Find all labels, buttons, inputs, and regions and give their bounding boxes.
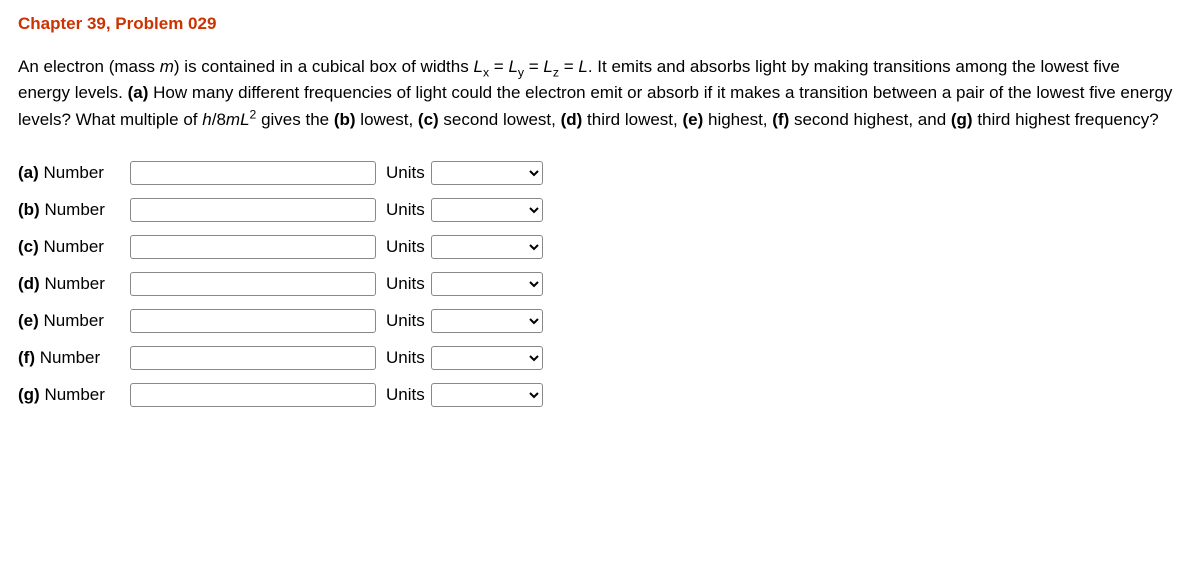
text-fragment: third highest frequency? [973, 110, 1159, 129]
row-part-letter: (d) [18, 274, 40, 293]
part-c-label: (c) [418, 110, 439, 129]
units-label: Units [386, 385, 425, 405]
row-number-word: Number [40, 274, 105, 293]
units-select-b[interactable] [431, 198, 543, 222]
text-fragment: highest, [703, 110, 772, 129]
text-fragment: = [489, 57, 508, 76]
row-number-word: Number [40, 200, 105, 219]
units-select-d[interactable] [431, 272, 543, 296]
part-e-label: (e) [682, 110, 703, 129]
answer-row-a: (a) Number Units [18, 161, 1182, 185]
answer-row-f: (f) Number Units [18, 346, 1182, 370]
answer-row-e: (e) Number Units [18, 309, 1182, 333]
text-fragment: lowest, [356, 110, 418, 129]
var-L: L [578, 57, 587, 76]
row-number-word: Number [39, 163, 104, 182]
units-select-c[interactable] [431, 235, 543, 259]
row-part-letter: (b) [18, 200, 40, 219]
chapter-title: Chapter 39, Problem 029 [18, 14, 1182, 34]
var-m: m [160, 57, 174, 76]
row-label: (b) Number [18, 200, 130, 220]
units-label: Units [386, 274, 425, 294]
var-L: L [508, 57, 517, 76]
answer-row-b: (b) Number Units [18, 198, 1182, 222]
text-fragment: second highest, and [789, 110, 951, 129]
row-number-word: Number [39, 237, 104, 256]
units-select-e[interactable] [431, 309, 543, 333]
number-input-e[interactable] [130, 309, 376, 333]
number-input-f[interactable] [130, 346, 376, 370]
number-input-g[interactable] [130, 383, 376, 407]
answer-row-c: (c) Number Units [18, 235, 1182, 259]
problem-text: An electron (mass m) is contained in a c… [18, 54, 1173, 133]
units-label: Units [386, 200, 425, 220]
text-fragment: second lowest, [439, 110, 561, 129]
part-d-label: (d) [561, 110, 583, 129]
var-L: L [543, 57, 552, 76]
units-label: Units [386, 163, 425, 183]
number-input-c[interactable] [130, 235, 376, 259]
text-fragment: = [559, 57, 578, 76]
units-select-a[interactable] [431, 161, 543, 185]
row-part-letter: (g) [18, 385, 40, 404]
row-label: (e) Number [18, 311, 130, 331]
row-label: (a) Number [18, 163, 130, 183]
text-fragment: An electron (mass [18, 57, 160, 76]
number-input-a[interactable] [130, 161, 376, 185]
units-label: Units [386, 348, 425, 368]
part-b-label: (b) [334, 110, 356, 129]
text-fragment: ) is contained in a cubical box of width… [174, 57, 474, 76]
text-fragment: = [524, 57, 543, 76]
row-part-letter: (f) [18, 348, 35, 367]
row-part-letter: (e) [18, 311, 39, 330]
units-label: Units [386, 237, 425, 257]
row-label: (c) Number [18, 237, 130, 257]
units-label: Units [386, 311, 425, 331]
text-fragment: third lowest, [582, 110, 682, 129]
number-input-d[interactable] [130, 272, 376, 296]
answer-row-d: (d) Number Units [18, 272, 1182, 296]
row-label: (f) Number [18, 348, 130, 368]
var-L: L [473, 57, 482, 76]
page-root: Chapter 39, Problem 029 An electron (mas… [0, 0, 1200, 447]
number-input-b[interactable] [130, 198, 376, 222]
units-select-g[interactable] [431, 383, 543, 407]
var-h: h [202, 110, 211, 129]
var-mL: mL [226, 110, 250, 129]
part-g-label: (g) [951, 110, 973, 129]
part-f-label: (f) [772, 110, 789, 129]
answer-row-g: (g) Number Units [18, 383, 1182, 407]
row-label: (g) Number [18, 385, 130, 405]
row-label: (d) Number [18, 274, 130, 294]
row-part-letter: (c) [18, 237, 39, 256]
row-part-letter: (a) [18, 163, 39, 182]
row-number-word: Number [40, 385, 105, 404]
row-number-word: Number [39, 311, 104, 330]
row-number-word: Number [35, 348, 100, 367]
units-select-f[interactable] [431, 346, 543, 370]
part-a-label: (a) [128, 83, 149, 102]
text-fragment: /8 [212, 110, 226, 129]
answers-block: (a) Number Units (b) Number Units (c) Nu… [18, 161, 1182, 407]
text-fragment: gives the [256, 110, 334, 129]
